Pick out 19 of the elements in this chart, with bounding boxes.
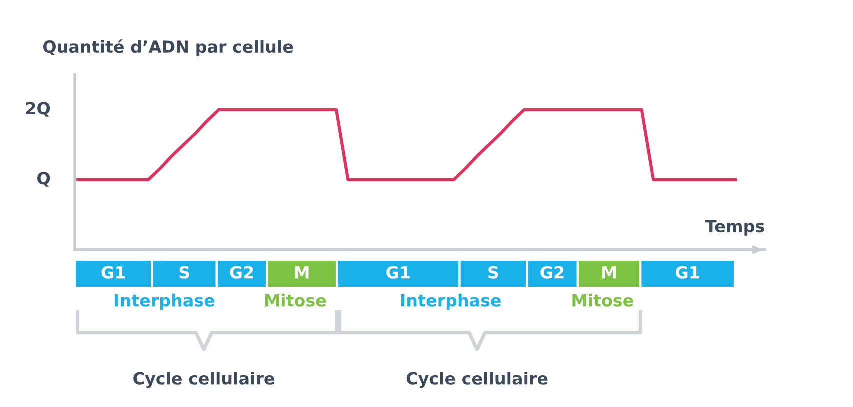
series-label: M	[295, 266, 309, 279]
series-label: S	[488, 266, 498, 279]
series-label: S	[180, 266, 190, 279]
text: Interphase	[401, 294, 501, 310]
series-label: G1	[386, 266, 410, 279]
text: Cycle cellulaire	[406, 372, 548, 388]
series-label: G2	[230, 266, 254, 279]
series-label: M	[602, 266, 616, 279]
text: Interphase	[115, 294, 215, 310]
series-label: G1	[676, 266, 700, 279]
series-label: G1	[102, 266, 126, 279]
text: Mitose	[572, 294, 634, 307]
y-axis-title: Quantité d’ADN par cellule	[43, 40, 294, 56]
series-label: G2	[540, 266, 564, 279]
text: 2Q	[26, 102, 50, 117]
text: Mitose	[266, 294, 326, 307]
x-axis-title: Temps	[706, 220, 764, 236]
text: Q	[38, 172, 50, 187]
text: Cycle cellulaire	[134, 372, 274, 388]
